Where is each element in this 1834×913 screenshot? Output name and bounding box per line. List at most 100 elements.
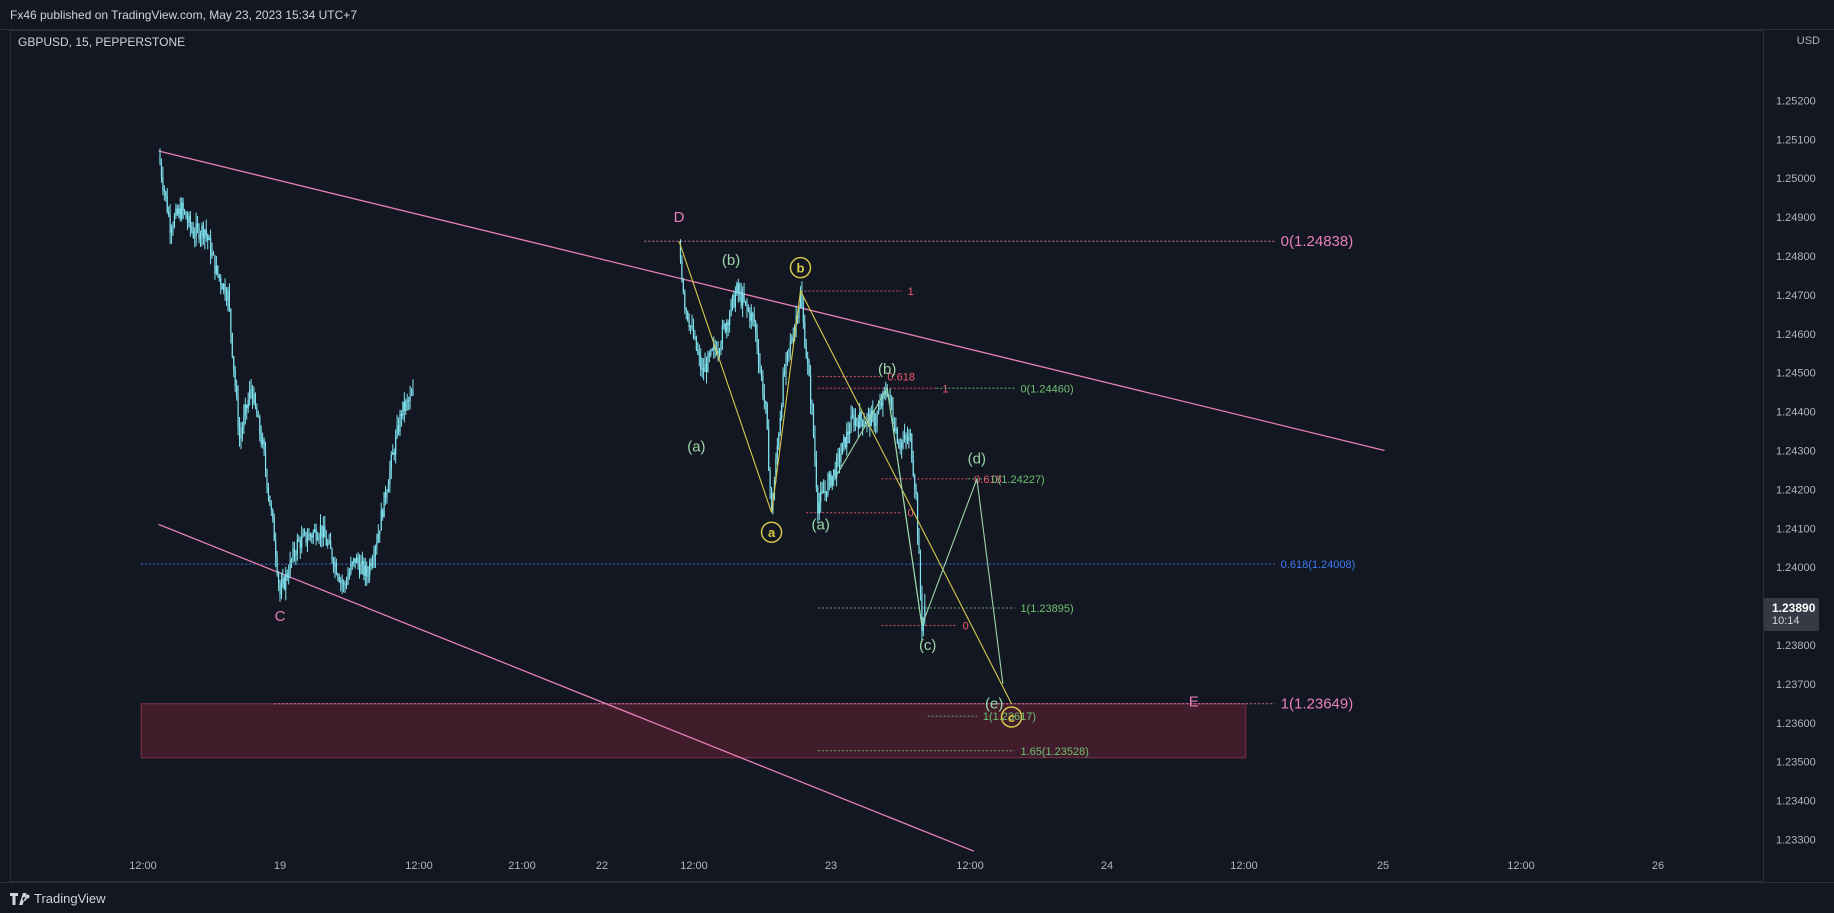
candle-body [708, 353, 710, 355]
candle-body [312, 531, 314, 538]
candle-body [246, 404, 248, 409]
candle-body [412, 391, 414, 395]
wave-circle-12 [1000, 706, 1023, 728]
candle-body [737, 283, 739, 294]
candle-body [399, 413, 401, 432]
time-tick-2: 12:00 [405, 860, 433, 872]
price-axis[interactable]: 1.23300 1.23400 1.23500 1.23600 1.23700 1.238… [1776, 95, 1816, 846]
candle-body [325, 537, 327, 546]
time-tick-5: 12:00 [680, 860, 708, 872]
candle-body [833, 469, 835, 476]
candle-body [188, 215, 190, 223]
time-tick-1: 19 [274, 860, 286, 872]
level-label-2: 1(1.23649) [1281, 696, 1354, 713]
tradingview-logo-icon [10, 892, 30, 905]
target-zone-layer [140, 703, 1247, 759]
candle-body [724, 324, 726, 332]
candle-body [862, 419, 864, 427]
price-tick-3: 1.23600 [1776, 718, 1816, 730]
candle-body [836, 457, 838, 478]
wave-label-11: (e) [985, 695, 1003, 712]
candle-body [165, 191, 167, 196]
candle-body [912, 460, 914, 476]
candle-body [781, 405, 783, 418]
candle-body [720, 344, 722, 351]
candle-body [367, 575, 369, 577]
candle-body [729, 314, 731, 325]
price-tick-12: 1.24500 [1776, 368, 1816, 380]
price-tick-9: 1.24200 [1776, 484, 1816, 496]
candle-body [843, 437, 845, 443]
time-axis[interactable]: 12:00 19 12:00 21:00 22 12:00 23 12:00 24 12:00 25… [129, 860, 1664, 872]
candle-body [863, 423, 865, 427]
candle-body [270, 505, 272, 510]
candle-body [393, 452, 395, 455]
candle-body [691, 325, 693, 327]
candle-body [353, 558, 355, 563]
candle-body [234, 370, 236, 386]
candle-body [924, 605, 926, 619]
candle-body [285, 573, 287, 590]
candle-body [860, 412, 862, 420]
candle-body [260, 433, 262, 444]
wave-label-7: (a) [812, 516, 830, 533]
candle-body [821, 490, 823, 492]
candle-body [707, 353, 709, 372]
tradingview-logo[interactable]: TradingView [10, 891, 106, 906]
candle-body [224, 283, 226, 296]
candle-body [168, 212, 170, 216]
candle-body [740, 291, 742, 306]
candle-body [332, 559, 335, 568]
symbol-title[interactable]: GBPUSD, 15, PEPPERSTONE [18, 35, 186, 49]
time-tick-8: 24 [1101, 860, 1113, 872]
price-tick-0: 1.23300 [1776, 835, 1816, 847]
candle-body [742, 293, 744, 306]
candle-body [766, 404, 768, 429]
price-tick-14: 1.24700 [1776, 290, 1816, 302]
candle-body [893, 421, 896, 431]
candle-body [217, 265, 219, 275]
candle-body [903, 435, 906, 440]
candle-body [755, 322, 757, 333]
candle-body [857, 421, 859, 428]
candle-body [344, 583, 346, 585]
candle-body [856, 418, 858, 422]
candle-body [859, 412, 861, 428]
candle-body [195, 223, 197, 237]
candle-body [703, 368, 705, 372]
price-tick-18: 1.25100 [1776, 134, 1816, 146]
candle-body [210, 237, 212, 257]
candle-body [873, 413, 875, 426]
candle-body [192, 230, 194, 238]
candle-body [225, 295, 228, 301]
price-tick-11: 1.24400 [1776, 407, 1816, 419]
level-label-13: 1.65(1.23528) [1020, 746, 1088, 758]
candle-body [802, 306, 804, 322]
candle-body [713, 345, 715, 350]
candle-body [371, 560, 374, 567]
candle-body [322, 526, 324, 538]
currency-label[interactable]: USD [1796, 35, 1820, 47]
candle-body [374, 547, 377, 557]
candle-body [230, 309, 232, 334]
candle-body [902, 439, 904, 442]
candle-body [183, 210, 186, 213]
candle-body [290, 559, 293, 561]
candle-body [194, 236, 196, 238]
wave-label-5: a [768, 525, 776, 540]
candle-body [309, 534, 311, 536]
candle-body [704, 363, 706, 372]
candle-body [282, 578, 284, 584]
candle-body [196, 223, 199, 227]
candle-body [335, 562, 337, 575]
candle-body [340, 580, 342, 582]
candle-body [198, 226, 200, 240]
candle-body [688, 320, 690, 328]
chart-canvas[interactable]: 0(1.24838) 0.618(1.24008) 1(1.23649) 1 0.618… [0, 0, 1834, 882]
level-label-5: 0 [908, 508, 914, 520]
candle-body [915, 489, 917, 495]
candle-body [176, 208, 178, 215]
candle-body [208, 237, 210, 241]
candle-body [324, 526, 326, 538]
candle-body [919, 553, 922, 594]
